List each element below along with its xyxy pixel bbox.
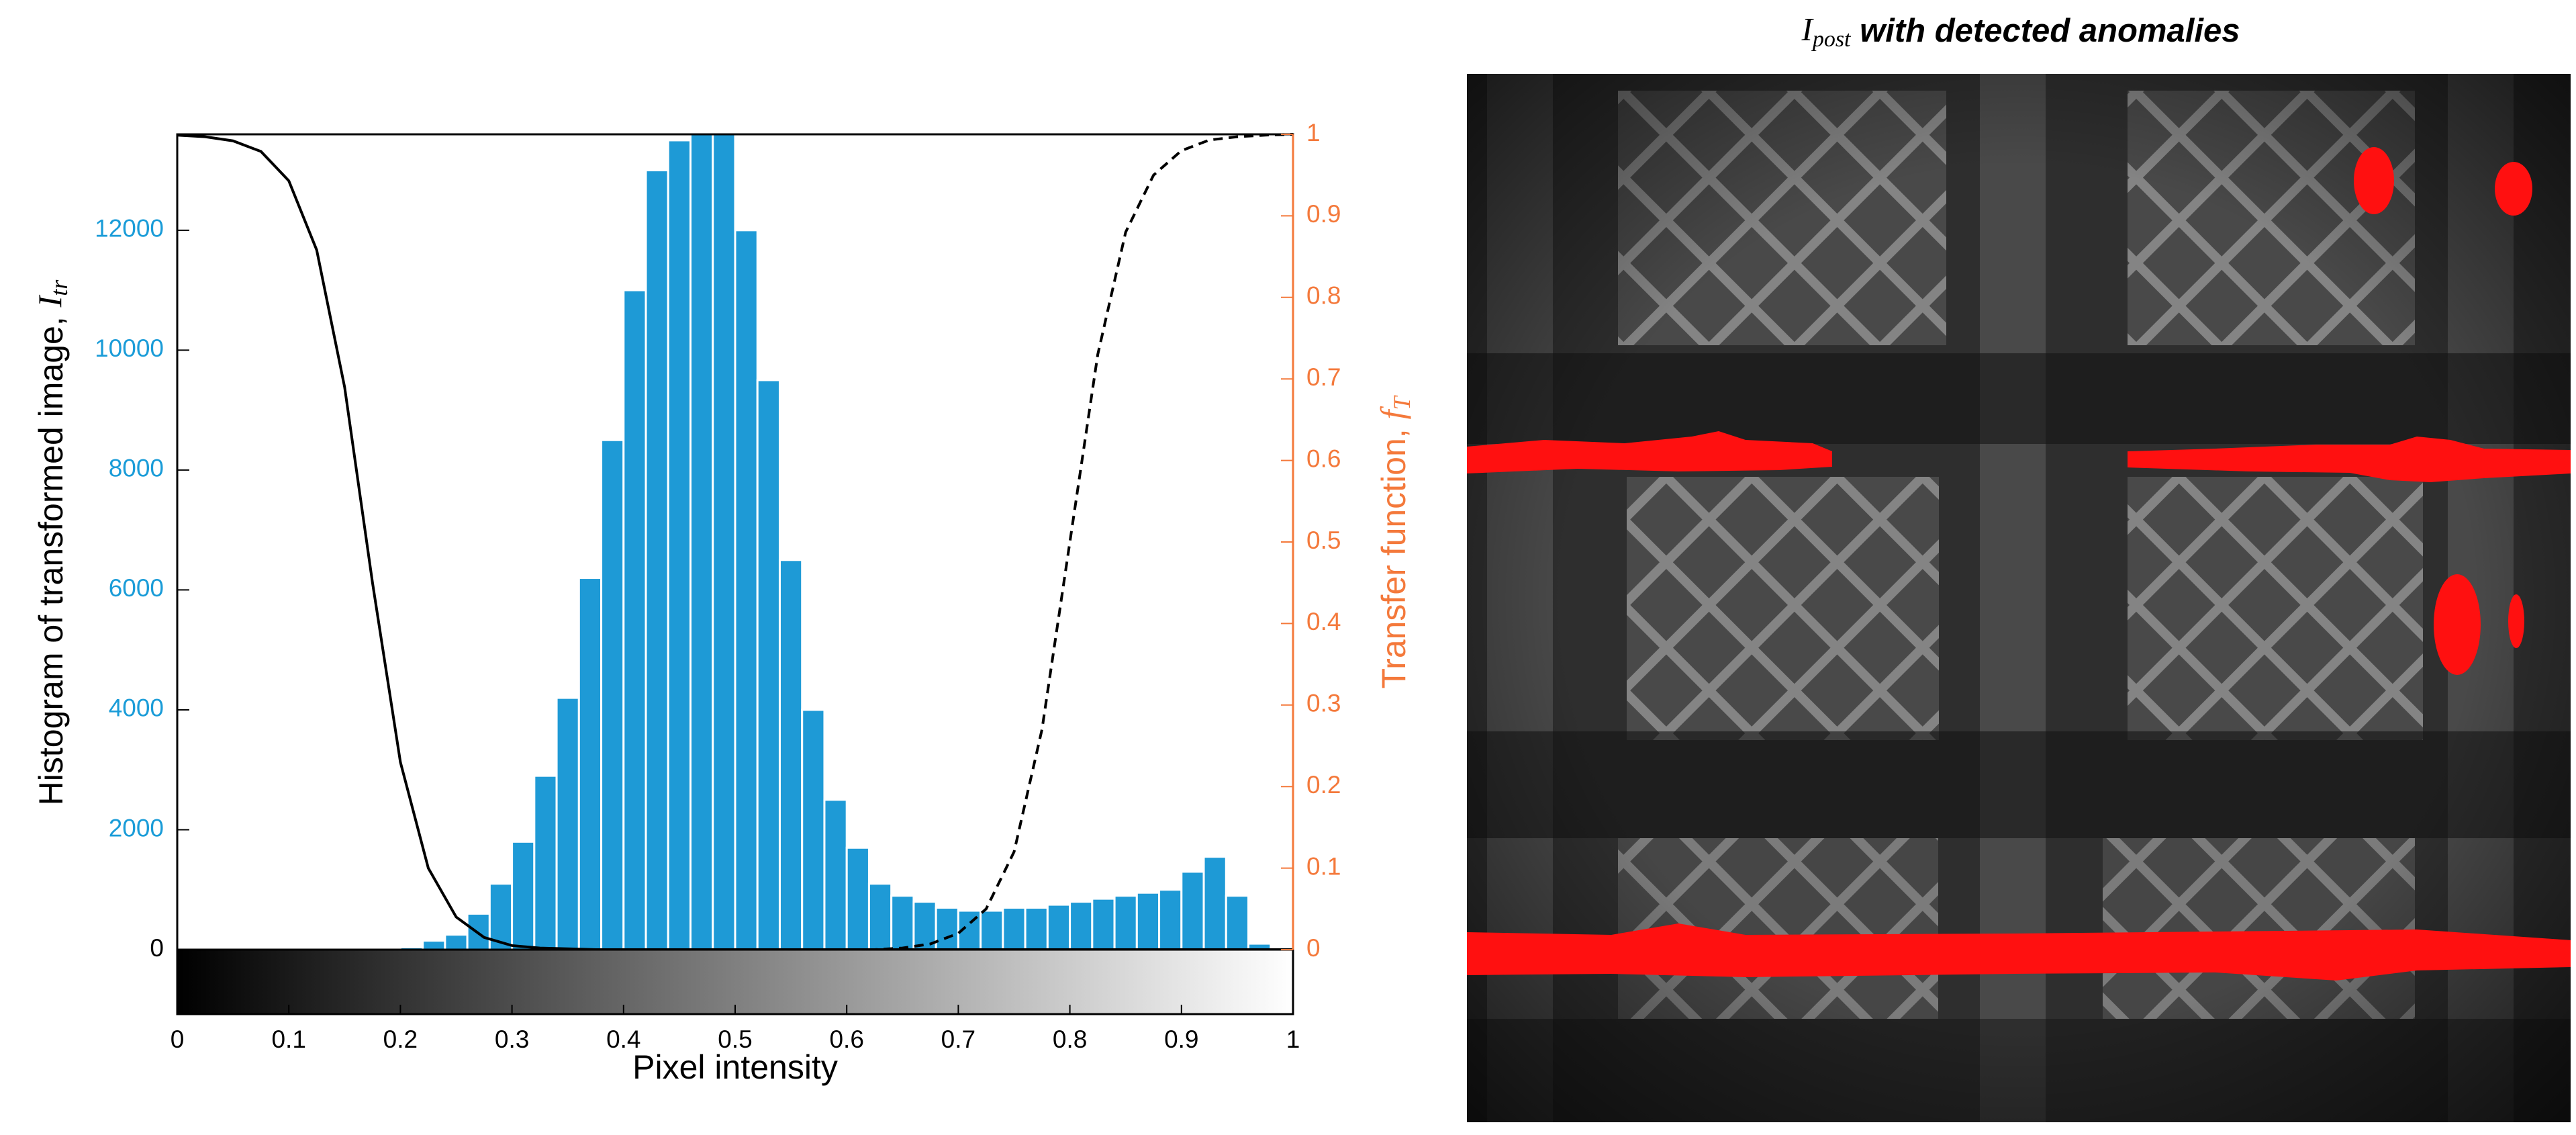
bar: [667, 139, 692, 951]
y2-tick-label: 0.4: [1306, 608, 1341, 635]
x-axis-label: Pixel intensity: [632, 1048, 838, 1086]
anomaly-region: [1467, 923, 2571, 981]
y-tick-label: 10000: [95, 334, 164, 362]
bar: [466, 912, 491, 951]
y2-axis-label-subscript: T: [1388, 395, 1415, 410]
bar: [756, 379, 781, 951]
x-tick-label: 0.2: [383, 1026, 418, 1053]
bar: [980, 909, 1004, 951]
anomaly-image: [1467, 74, 2571, 1122]
bar: [712, 133, 736, 951]
bar: [935, 907, 959, 951]
bar: [444, 934, 469, 951]
x-tick-label: 0.6: [829, 1026, 863, 1053]
y2-axis-label-text: Transfer function,: [1375, 419, 1413, 688]
y-tick-label: 12000: [95, 215, 164, 242]
anomaly-region: [2128, 437, 2571, 482]
anomaly-region: [1467, 431, 1832, 473]
y2-tick-label: 0.7: [1306, 363, 1341, 391]
x-tick-label: 0.5: [718, 1026, 752, 1053]
bar: [1024, 907, 1049, 951]
image-title-subscript: post: [1811, 27, 1852, 52]
x-tick-label: 0.9: [1164, 1026, 1198, 1053]
bar: [689, 133, 714, 951]
bar: [1091, 897, 1116, 951]
x-tick-label: 0.1: [271, 1026, 305, 1053]
y2-tick-label: 0.1: [1306, 852, 1341, 880]
x-tick-label: 0.3: [495, 1026, 529, 1053]
bar: [488, 882, 514, 951]
bar: [734, 229, 759, 951]
bar: [1002, 907, 1027, 951]
y2-tick-label: 0.5: [1306, 527, 1341, 554]
bar: [867, 882, 893, 951]
bar: [890, 895, 915, 951]
y-tick-label: 2000: [109, 814, 164, 842]
x-tick-label: 0.4: [606, 1026, 640, 1053]
anomaly-region: [2434, 574, 2481, 675]
y2-tick-label: 1: [1306, 119, 1321, 146]
bar: [823, 799, 848, 951]
bar: [645, 169, 669, 951]
x-tick-label: 0.8: [1053, 1026, 1087, 1053]
y-axis-label-text: Histogram of transformed image,: [32, 307, 70, 805]
bar: [533, 774, 558, 951]
anomaly-region: [2354, 147, 2394, 214]
bar: [555, 696, 580, 951]
y-tick-label: 8000: [109, 455, 164, 482]
y-tick-label: 6000: [109, 574, 164, 602]
x-tick-label: 0.7: [941, 1026, 975, 1053]
image-title-symbol: I: [1801, 11, 1814, 48]
bar: [845, 846, 870, 951]
y-tick-label: 0: [150, 934, 164, 962]
bar: [778, 559, 804, 951]
bar: [801, 709, 826, 951]
y2-axis-label: Transfer function, fT: [1374, 395, 1415, 689]
bar: [511, 840, 536, 951]
y2-tick-label: 0: [1306, 934, 1321, 962]
transfer-curve: [791, 133, 1294, 951]
bar: [577, 577, 603, 951]
bar: [1225, 895, 1250, 951]
anomaly-region: [2508, 594, 2524, 648]
bar: [1069, 901, 1094, 951]
image-title-text: with detected anomalies: [1851, 13, 2240, 49]
bar: [1180, 870, 1205, 951]
y-axis-label-subscript: tr: [46, 279, 73, 296]
colorbar: [176, 948, 1294, 1015]
y-tick-label: 4000: [109, 694, 164, 722]
y-axis-label-symbol: I: [31, 294, 68, 308]
image-title: Ipost with detected anomalies: [1801, 11, 2240, 52]
y2-tick-label: 0.2: [1306, 771, 1341, 799]
bar: [1158, 889, 1183, 951]
y2-tick-label: 0.9: [1306, 200, 1341, 228]
y2-tick-label: 0.6: [1306, 445, 1341, 472]
bar: [422, 940, 446, 951]
x-tick-label: 0: [171, 1026, 185, 1053]
bar: [600, 439, 625, 951]
bar: [1046, 903, 1071, 951]
bar: [1113, 895, 1138, 951]
bar: [1135, 891, 1161, 951]
x-tick-label: 1: [1286, 1026, 1300, 1053]
y2-tick-label: 0.3: [1306, 690, 1341, 717]
anomaly-region: [2495, 162, 2532, 216]
bar: [1202, 856, 1227, 951]
y2-tick-label: 0.8: [1306, 282, 1341, 310]
bar: [912, 901, 937, 951]
bar: [622, 289, 647, 951]
y-axis-label: Histogram of transformed image, Itr: [31, 279, 73, 806]
